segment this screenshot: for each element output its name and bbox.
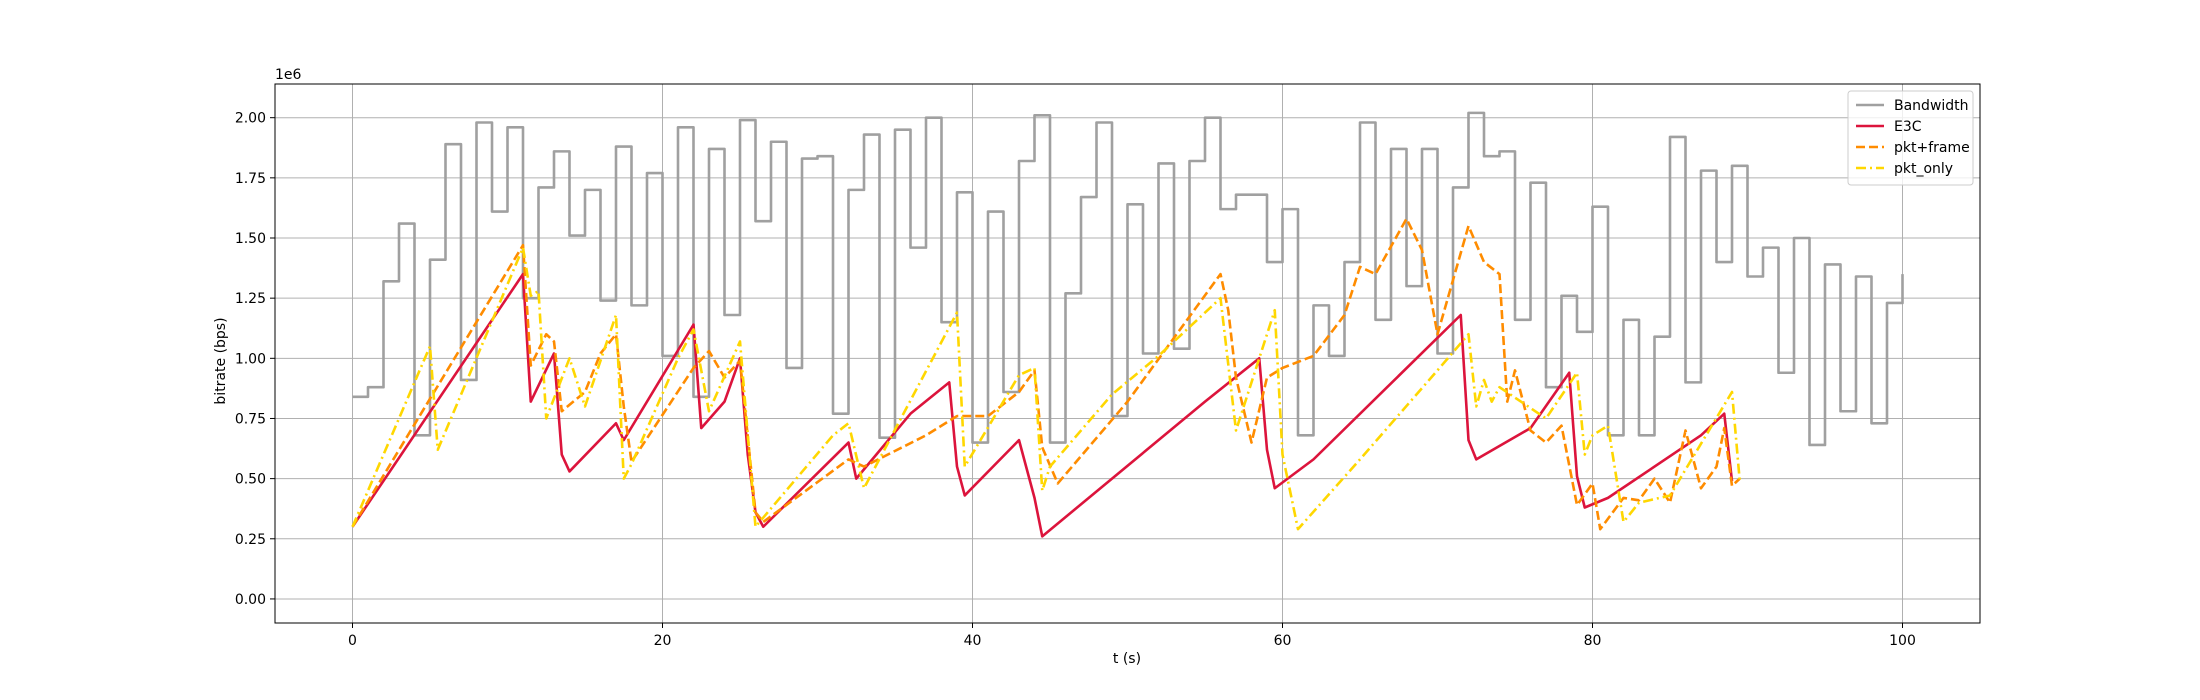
x-tick-label: 80	[1584, 633, 1602, 649]
y-tick-label: 2.00	[235, 111, 266, 127]
legend-label: pkt_only	[1894, 161, 1953, 177]
x-axis-label: t (s)	[1113, 651, 1141, 667]
y-tick-label: 1.75	[235, 171, 266, 187]
y-tick-label: 0.00	[235, 592, 266, 608]
x-tick-label: 0	[348, 633, 357, 649]
legend-label: E3C	[1894, 119, 1922, 135]
legend-label: Bandwidth	[1894, 98, 1969, 114]
y-tick-label: 0.50	[235, 472, 266, 488]
series-line	[351, 217, 1741, 531]
legend-label: pkt+frame	[1894, 140, 1970, 156]
series-line	[351, 246, 1742, 531]
series-line	[352, 111, 1904, 447]
x-tick-label: 100	[1889, 633, 1916, 649]
x-tick-label: 40	[964, 633, 982, 649]
y-tick-label: 1.50	[235, 231, 266, 247]
y-tick-label: 0.75	[235, 411, 266, 427]
y-axis-label: bitrate (bps)	[213, 317, 229, 404]
plot-frame	[274, 83, 1981, 624]
y-tick-label: 1.00	[235, 351, 266, 367]
y-tick-label: 1.25	[235, 291, 266, 307]
series-line	[351, 272, 1734, 538]
x-tick-label: 20	[654, 633, 672, 649]
legend-box	[1847, 90, 1974, 186]
y-offset-label: 1e6	[275, 67, 302, 83]
y-tick-label: 0.25	[235, 532, 266, 548]
x-tick-label: 60	[1274, 633, 1292, 649]
